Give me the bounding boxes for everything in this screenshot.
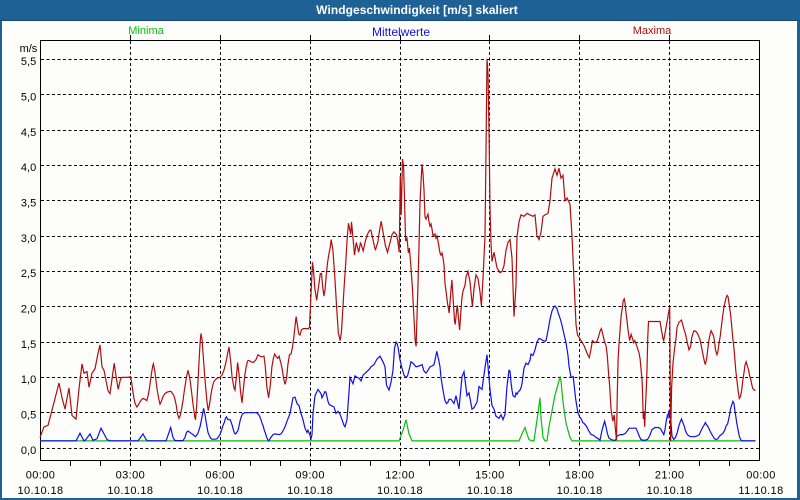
svg-text:10.10.18: 10.10.18 (377, 485, 423, 497)
svg-text:2,5: 2,5 (21, 268, 36, 280)
svg-text:10.10.18: 10.10.18 (647, 485, 693, 497)
svg-text:12:00: 12:00 (385, 470, 415, 482)
svg-text:18:00: 18:00 (565, 470, 595, 482)
svg-text:2,0: 2,0 (21, 304, 36, 316)
svg-text:4,0: 4,0 (21, 162, 36, 174)
svg-text:03:00: 03:00 (116, 470, 146, 482)
svg-text:15:00: 15:00 (475, 470, 505, 482)
svg-text:0,0: 0,0 (21, 445, 36, 457)
svg-text:09:00: 09:00 (295, 470, 325, 482)
svg-text:1,5: 1,5 (21, 339, 36, 351)
svg-text:21:00: 21:00 (655, 470, 685, 482)
svg-text:00:00: 00:00 (746, 470, 776, 482)
svg-text:5,5: 5,5 (21, 56, 36, 68)
svg-text:0,5: 0,5 (21, 410, 36, 422)
svg-text:m/s: m/s (20, 43, 38, 55)
svg-text:06:00: 06:00 (205, 470, 235, 482)
svg-text:10.10.18: 10.10.18 (107, 485, 153, 497)
svg-text:10.10.18: 10.10.18 (287, 485, 333, 497)
svg-text:10.10.18: 10.10.18 (557, 485, 603, 497)
svg-text:3,0: 3,0 (21, 233, 36, 245)
svg-text:00:00: 00:00 (26, 470, 56, 482)
svg-text:5,0: 5,0 (21, 92, 36, 104)
svg-text:10.10.18: 10.10.18 (197, 485, 243, 497)
svg-text:10.10.18: 10.10.18 (17, 485, 63, 497)
svg-text:4,5: 4,5 (21, 127, 36, 139)
svg-text:1,0: 1,0 (21, 374, 36, 386)
svg-text:3,5: 3,5 (21, 198, 36, 210)
svg-text:11.10.18: 11.10.18 (738, 485, 783, 497)
svg-text:10.10.18: 10.10.18 (467, 485, 513, 497)
